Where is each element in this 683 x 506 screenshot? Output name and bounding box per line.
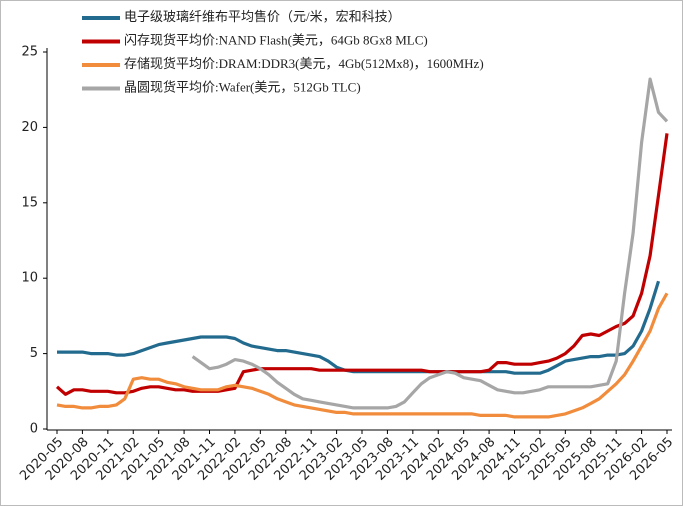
y-tick-label: 20 (21, 120, 38, 135)
series-line (55, 133, 669, 396)
series-line (56, 292, 669, 419)
y-tick-label: 10 (21, 271, 38, 286)
series-line (57, 280, 661, 375)
legend-label: 晶圆现货平均价:Wafer(美元，512Gb TLC) (124, 79, 361, 94)
y-tick-label: 25 (21, 45, 38, 60)
series-line (191, 77, 669, 410)
y-tick-label: 5 (30, 346, 38, 361)
legend-label: 闪存现货平均价:NAND Flash(美元，64Gb 8Gx8 MLC) (124, 32, 428, 47)
y-tick-label: 0 (30, 422, 38, 437)
legend-label: 存储现货平均价:DRAM:DDR3(美元，4Gb(512Mx8)，1600MHz… (124, 56, 484, 71)
legend-label: 电子级玻璃纤维布平均售价（元/米，宏和科技） (124, 9, 401, 24)
y-tick-label: 15 (21, 195, 38, 210)
